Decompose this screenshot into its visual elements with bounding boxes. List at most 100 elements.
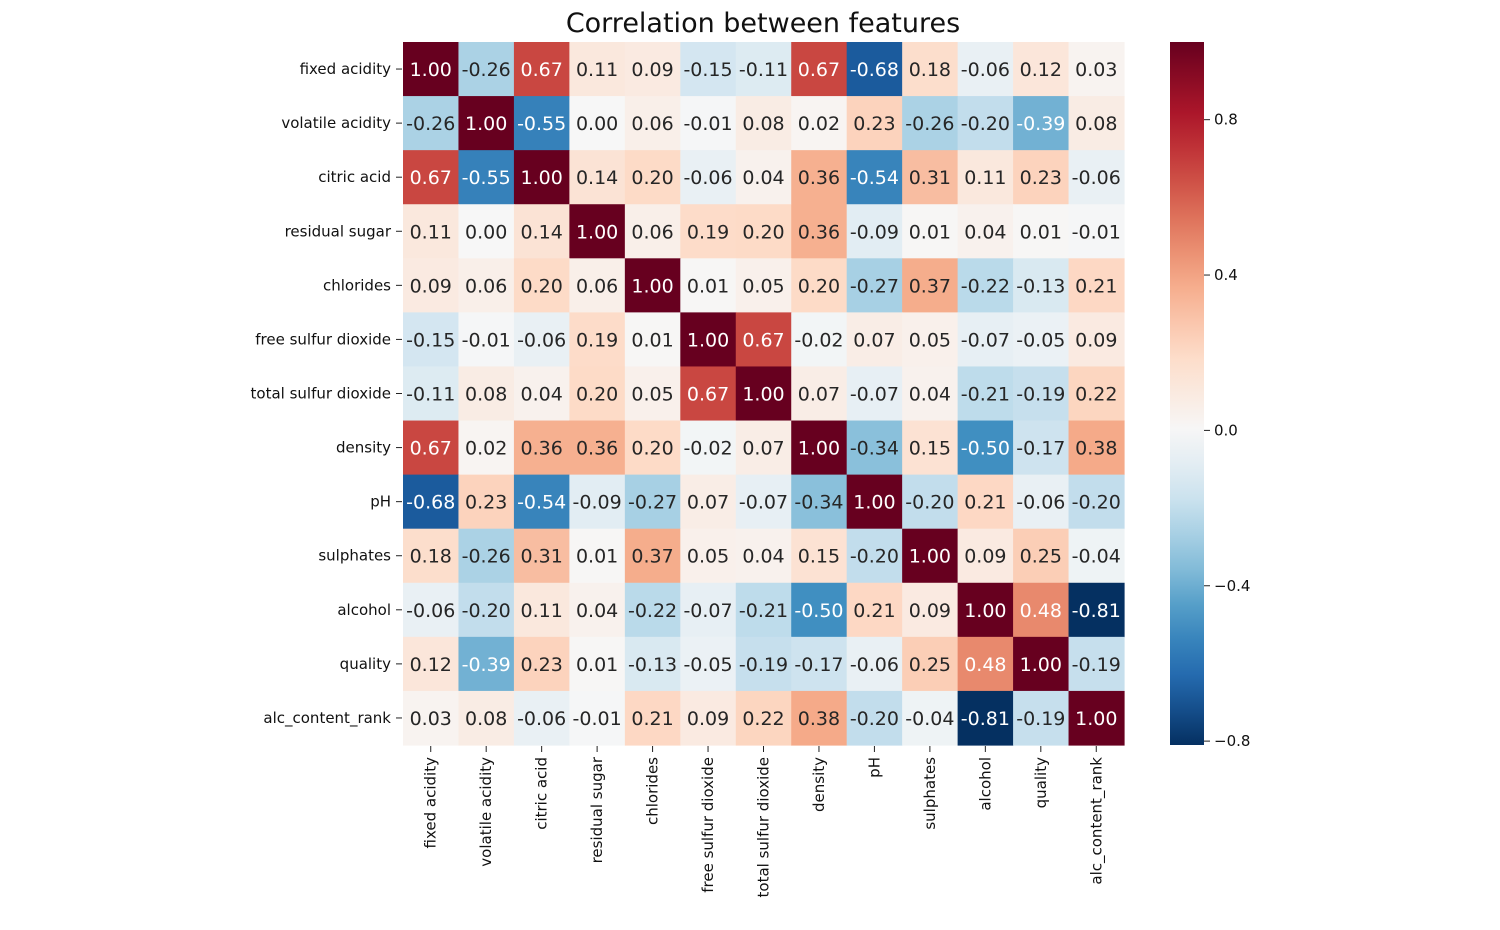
heatmap-cell xyxy=(403,312,460,368)
cell-value-label: -0.06 xyxy=(406,600,455,622)
heatmap-cell xyxy=(624,582,681,638)
heatmap-cell xyxy=(846,204,903,259)
cell-value-label: 0.25 xyxy=(909,654,951,676)
heatmap-cell xyxy=(846,96,903,151)
heatmap-cell xyxy=(569,204,626,259)
heatmap-cell xyxy=(680,528,737,584)
cell-value-label: 0.23 xyxy=(465,492,507,514)
heatmap-cell xyxy=(1068,582,1125,638)
heatmap-cell xyxy=(624,366,681,422)
heatmap-cell xyxy=(513,96,570,151)
heatmap-cell xyxy=(513,420,570,476)
cell-value-label: -0.06 xyxy=(1016,492,1065,514)
heatmap-cell xyxy=(680,258,737,313)
cell-value-label: 0.00 xyxy=(465,221,507,243)
cell-value-label: -0.15 xyxy=(683,59,732,81)
heatmap-cell xyxy=(624,42,681,97)
heatmap-cell xyxy=(1013,258,1070,313)
heatmap-cell xyxy=(957,420,1014,476)
cell-value-label: -0.68 xyxy=(406,492,455,514)
colorbar-tick-label: −0.8 xyxy=(1214,732,1250,750)
heatmap-cell xyxy=(735,42,792,97)
heatmap-cell xyxy=(458,312,515,368)
x-tick-label: citric acid xyxy=(533,757,551,830)
heatmap-cell xyxy=(403,474,460,530)
cell-value-label: 0.05 xyxy=(631,384,673,406)
heatmap-cell xyxy=(1013,528,1070,584)
cell-value-label: -0.20 xyxy=(905,492,954,514)
cell-value-label: 0.08 xyxy=(742,113,784,135)
cell-value-label: -0.21 xyxy=(961,384,1010,406)
heatmap-cell xyxy=(902,528,959,584)
x-tick-label: residual sugar xyxy=(588,756,606,863)
cell-value-label: 1.00 xyxy=(576,221,618,243)
cell-value-label: -0.05 xyxy=(683,654,732,676)
heatmap-cell xyxy=(957,258,1014,313)
heatmap-cell xyxy=(902,366,959,422)
heatmap-cell xyxy=(791,312,848,368)
colorbar-tick-label: 0.8 xyxy=(1214,111,1238,129)
heatmap-cell xyxy=(403,150,460,205)
cell-value-label: -0.27 xyxy=(628,492,677,514)
cell-value-label: 0.11 xyxy=(520,600,562,622)
heatmap-cell xyxy=(624,150,681,205)
cell-value-label: -0.55 xyxy=(517,113,566,135)
cell-value-label: 0.20 xyxy=(631,167,673,189)
heatmap-cell xyxy=(791,150,848,205)
heatmap-cell xyxy=(569,636,626,692)
heatmap-cell xyxy=(791,690,848,746)
heatmap-cell xyxy=(902,312,959,368)
cell-value-label: 0.04 xyxy=(964,221,1006,243)
cell-value-label: -0.20 xyxy=(850,546,899,568)
chart-title: Correlation between features xyxy=(566,8,960,39)
cell-value-label: -0.13 xyxy=(628,654,677,676)
heatmap-cell xyxy=(513,204,570,259)
cell-value-label: -0.11 xyxy=(739,59,788,81)
heatmap-cell xyxy=(735,690,792,746)
heatmap-cell xyxy=(1013,42,1070,97)
heatmap-cell xyxy=(902,150,959,205)
heatmap-cell xyxy=(846,42,903,97)
heatmap-cell xyxy=(680,420,737,476)
heatmap-cell xyxy=(902,420,959,476)
cell-value-label: 0.07 xyxy=(742,438,784,460)
heatmap-cell xyxy=(1013,582,1070,638)
heatmap-cell xyxy=(735,204,792,259)
heatmap-cell xyxy=(680,474,737,530)
heatmap-cell xyxy=(458,636,515,692)
cell-value-label: -0.02 xyxy=(683,438,732,460)
cell-value-label: 0.12 xyxy=(410,654,452,676)
heatmap-cell xyxy=(513,690,570,746)
cell-value-label: -0.26 xyxy=(406,113,455,135)
cell-value-label: -0.68 xyxy=(850,59,899,81)
cell-value-label: 0.38 xyxy=(1075,438,1117,460)
heatmap-cell xyxy=(957,42,1014,97)
heatmap-cell xyxy=(1013,150,1070,205)
heatmap-cell xyxy=(569,96,626,151)
heatmap-cell xyxy=(403,366,460,422)
cell-value-label: 0.21 xyxy=(853,600,895,622)
cell-value-label: -0.27 xyxy=(850,275,899,297)
colorbar-tick-label: −0.4 xyxy=(1214,577,1250,595)
y-tick-label: alc_content_rank xyxy=(263,709,391,728)
heatmap-cell xyxy=(1068,258,1125,313)
cell-value-label: -0.21 xyxy=(739,600,788,622)
x-tick-label: pH xyxy=(865,757,883,778)
cell-value-label: 0.07 xyxy=(687,492,729,514)
cell-value-label: 0.19 xyxy=(576,329,618,351)
heatmap-cell xyxy=(624,204,681,259)
cell-value-label: -0.05 xyxy=(1016,329,1065,351)
cell-value-label: -0.06 xyxy=(961,59,1010,81)
heatmap-cell xyxy=(680,42,737,97)
cell-value-label: 0.21 xyxy=(964,492,1006,514)
cell-value-label: -0.01 xyxy=(1072,221,1121,243)
heatmap-cell xyxy=(902,582,959,638)
heatmap-cell xyxy=(957,312,1014,368)
cell-value-label: 0.67 xyxy=(410,167,452,189)
heatmap-cell xyxy=(403,96,460,151)
cell-value-label: -0.39 xyxy=(1016,113,1065,135)
x-tick-label: chlorides xyxy=(644,757,662,825)
cell-value-label: 0.23 xyxy=(520,654,562,676)
heatmap-cell xyxy=(902,474,959,530)
cell-value-label: 0.37 xyxy=(909,275,951,297)
